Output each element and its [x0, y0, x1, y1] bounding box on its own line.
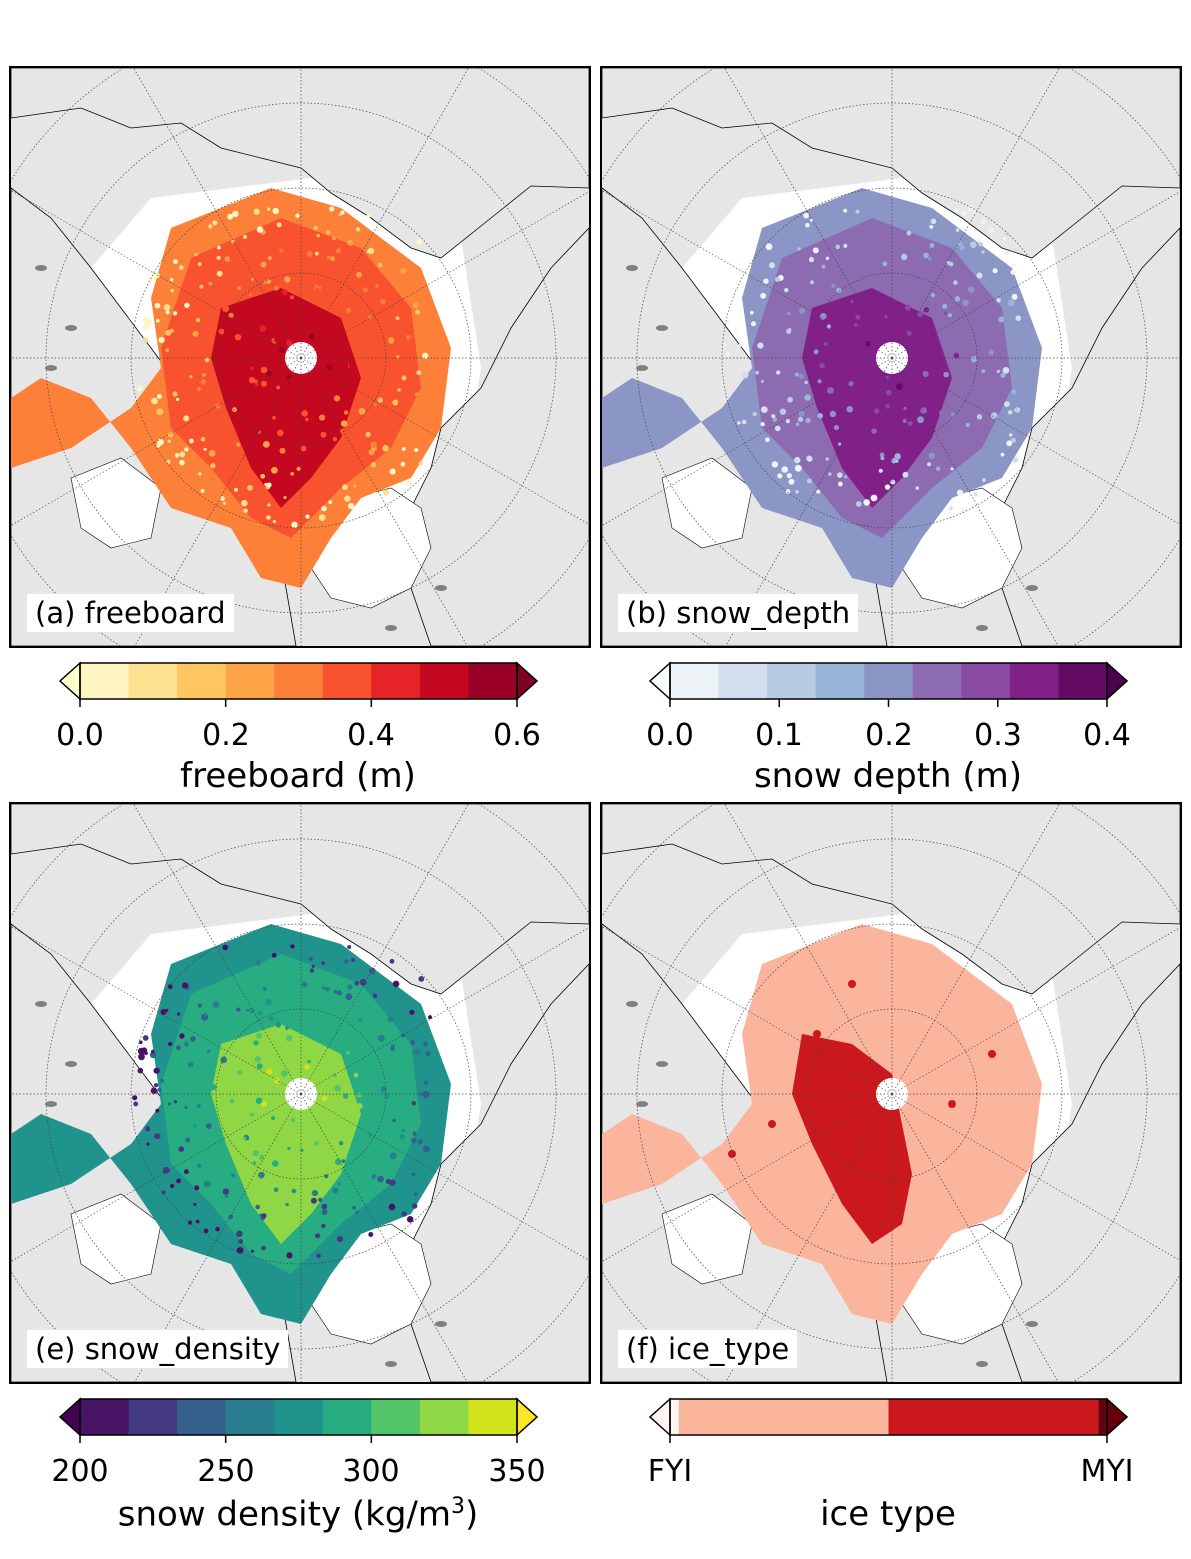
colorbar-snow-depth-graphic: [648, 661, 1129, 707]
colorbar-tick: 0.2: [202, 718, 250, 753]
panel-label: (e) snow_density: [27, 1330, 289, 1368]
colorbar-tick: 300: [342, 1454, 400, 1489]
map-ice-type: [602, 804, 1180, 1382]
panel-label: (a) freeboard: [27, 594, 234, 632]
colorbar-tick: 200: [51, 1454, 109, 1489]
colorbar-title-snow-density: snow density (kg/m3): [117, 1494, 479, 1535]
map-freeboard: [11, 68, 589, 646]
colorbar-tick: 0.3: [974, 718, 1022, 753]
colorbar-title-snow-depth: snow depth (m): [753, 756, 1023, 796]
colorbar-title-freeboard: freeboard (m): [180, 756, 416, 796]
colorbar-freeboard-graphic: [58, 661, 539, 707]
colorbar-tick: MYI: [1080, 1454, 1134, 1489]
map-snow-depth: [602, 68, 1180, 646]
map-panel-snow-density: (e) snow_density: [9, 802, 591, 1384]
map-panel-ice-type: (f) ice_type: [600, 802, 1182, 1384]
colorbar-tick: 250: [197, 1454, 255, 1489]
colorbar-tick: 0.1: [755, 718, 803, 753]
map-snow-density: [11, 804, 589, 1382]
colorbar-snow-density-graphic: [58, 1397, 539, 1443]
colorbar-title-ice-type: ice type: [820, 1494, 956, 1534]
colorbar-tick: FYI: [647, 1454, 693, 1489]
colorbar-ice-type-graphic: [648, 1397, 1129, 1443]
colorbar-snow-density: 200 250 300 350: [51, 1394, 546, 1489]
colorbar-tick: 350: [488, 1454, 546, 1489]
colorbar-tick: 0.0: [56, 718, 104, 753]
map-panel-snow-depth: (b) snow_depth: [600, 66, 1182, 648]
colorbar-tick: 0.4: [1083, 718, 1131, 753]
panel-label: (f) ice_type: [618, 1330, 798, 1368]
colorbar-tick: 0.6: [493, 718, 541, 753]
colorbar-tick: 0.2: [865, 718, 913, 753]
colorbar-tick: 0.0: [646, 718, 694, 753]
panel-label: (b) snow_depth: [618, 594, 859, 632]
colorbar-snow-depth: 0.0 0.1 0.2 0.3 0.4: [646, 658, 1131, 753]
colorbar-ice-type: FYI MYI: [648, 1394, 1134, 1489]
map-panel-freeboard: (a) freeboard: [9, 66, 591, 648]
colorbar-freeboard: 0.0 0.2 0.4 0.6: [56, 658, 541, 753]
colorbar-tick: 0.4: [347, 718, 395, 753]
